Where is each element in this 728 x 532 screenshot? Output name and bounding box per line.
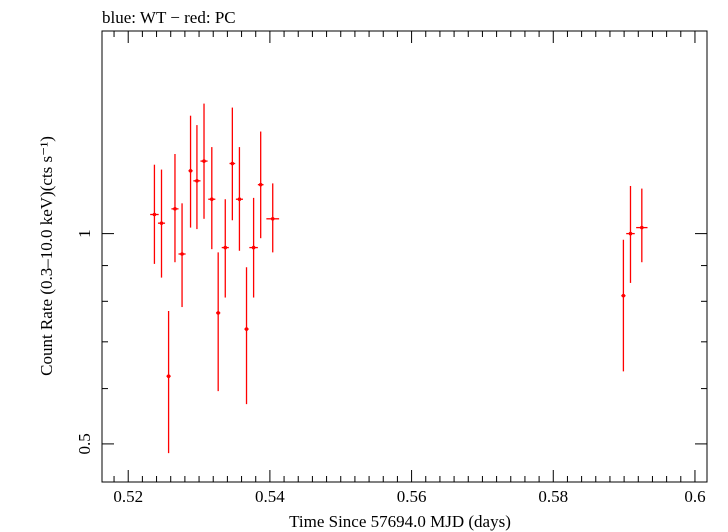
data-marker: [166, 374, 171, 379]
x-tick-label: 0.54: [255, 487, 285, 506]
data-point: [178, 203, 186, 308]
data-point: [188, 115, 193, 228]
data-point: [208, 147, 216, 250]
x-tick-label: 0.52: [113, 487, 143, 506]
data-point: [200, 103, 208, 219]
x-axis-label: Time Since 57694.0 MJD (days): [289, 512, 511, 531]
data-marker: [237, 197, 242, 202]
data-marker: [628, 231, 633, 236]
y-tick-label: 0.5: [75, 433, 94, 454]
data-points: [150, 103, 648, 454]
data-point: [235, 147, 243, 251]
data-marker: [621, 293, 626, 298]
axis-ticks: [102, 31, 707, 482]
data-point: [193, 125, 201, 230]
data-marker: [159, 221, 164, 225]
y-axis-label: Count Rate (0.3–10.0 keV)(cts s⁻¹): [37, 136, 56, 376]
data-marker: [251, 245, 256, 250]
data-point: [150, 164, 159, 264]
data-point: [636, 188, 648, 263]
x-tick-label: 0.56: [397, 487, 427, 506]
data-point: [171, 154, 179, 263]
plot-frame: [101, 30, 708, 483]
data-marker: [244, 327, 249, 331]
data-marker: [270, 217, 275, 221]
data-point: [216, 252, 221, 392]
data-marker: [258, 182, 263, 187]
tick-labels: 0.52 0.54 0.56 0.58 0.6 0.5 1: [75, 229, 706, 506]
data-point: [257, 131, 264, 239]
data-point: [621, 239, 626, 372]
data-point: [166, 310, 171, 454]
data-marker: [188, 169, 193, 173]
x-tick-label: 0.6: [684, 487, 705, 506]
chart-title: blue: WT − red: PC: [102, 8, 236, 27]
data-point: [266, 183, 280, 253]
data-point: [249, 197, 258, 298]
y-tick-label: 1: [75, 229, 94, 238]
data-point: [229, 107, 236, 221]
data-marker: [223, 245, 228, 250]
data-point: [221, 199, 229, 298]
data-point: [244, 267, 249, 405]
data-point: [157, 169, 166, 278]
data-marker: [195, 179, 199, 183]
data-marker: [230, 161, 235, 166]
x-tick-label: 0.58: [538, 487, 568, 506]
data-marker: [640, 225, 644, 230]
data-marker: [216, 311, 220, 315]
data-marker: [180, 252, 184, 256]
data-point: [626, 185, 635, 283]
data-marker: [152, 212, 157, 217]
data-marker: [173, 207, 177, 211]
data-marker: [210, 197, 214, 202]
data-marker: [202, 159, 206, 163]
